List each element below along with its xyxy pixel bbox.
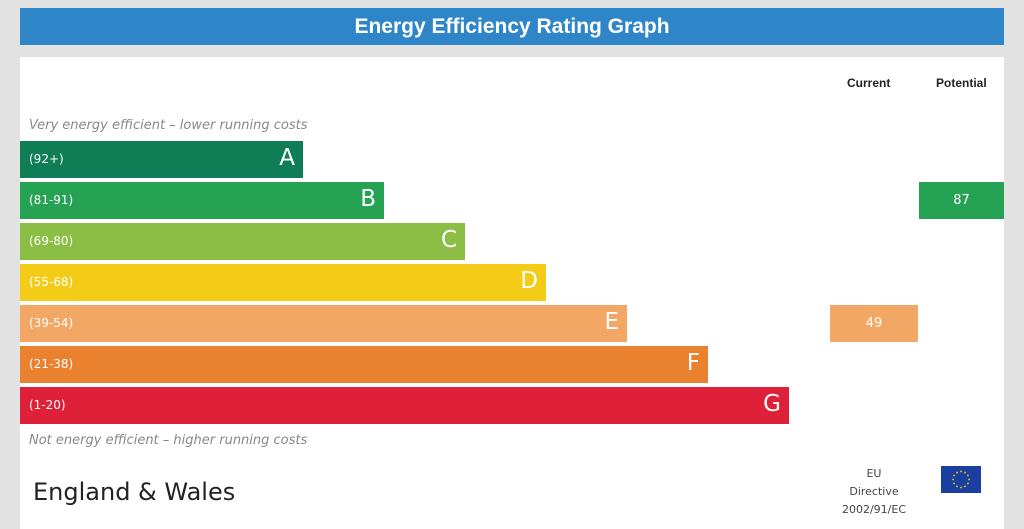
band-letter: G	[763, 391, 781, 417]
band-bar-g: (1-20) G	[20, 387, 789, 424]
band-range: (1-20)	[29, 398, 66, 412]
band-letter: C	[440, 227, 457, 253]
band-range: (21-38)	[29, 357, 74, 371]
potential-score: 87	[919, 182, 1004, 219]
eu-star	[960, 470, 962, 473]
band-letter: E	[604, 309, 619, 335]
band-bar-f: (21-38) F	[20, 346, 708, 383]
band-bar-b: (81-91) B	[20, 182, 384, 219]
band-range: (69-80)	[29, 234, 74, 248]
eu-star	[952, 478, 954, 481]
eu-star	[956, 485, 958, 488]
band-range: (81-91)	[29, 193, 74, 207]
eu-star	[964, 485, 966, 488]
band-bar-c: (69-80) C	[20, 223, 465, 260]
current-score: 49	[830, 305, 918, 342]
band-letter: A	[279, 145, 295, 171]
country-label: England & Wales	[33, 478, 236, 506]
potential-column-header: Potential	[936, 76, 987, 90]
eu-star	[964, 471, 966, 474]
band-letter: D	[520, 268, 538, 294]
top-note: Very energy efficient – lower running co…	[29, 118, 308, 133]
eu-star	[960, 486, 962, 489]
eu-star	[956, 471, 958, 474]
eu-line: EU	[866, 467, 882, 480]
band-range: (92+)	[29, 152, 64, 166]
current-column-header: Current	[847, 76, 891, 90]
eu-directive: EU Directive 2002/91/EC	[835, 465, 913, 519]
eu-star	[967, 482, 969, 485]
band-range: (39-54)	[29, 316, 74, 330]
eu-star	[967, 474, 969, 477]
chart-title: Energy Efficiency Rating Graph	[20, 8, 1004, 45]
eu-flag-icon	[941, 466, 981, 493]
eu-star	[953, 474, 955, 477]
eu-star	[953, 482, 955, 485]
band-range: (55-68)	[29, 275, 74, 289]
eu-line: 2002/91/EC	[841, 503, 907, 516]
band-letter: B	[360, 186, 376, 212]
eu-star	[968, 478, 970, 481]
band-letter: F	[686, 350, 700, 376]
bottom-note: Not energy efficient – higher running co…	[29, 433, 308, 448]
band-bar-d: (55-68) D	[20, 264, 546, 301]
band-bar-a: (92+) A	[20, 141, 303, 178]
band-bar-e: (39-54) E	[20, 305, 627, 342]
eu-line: Directive	[849, 485, 899, 498]
